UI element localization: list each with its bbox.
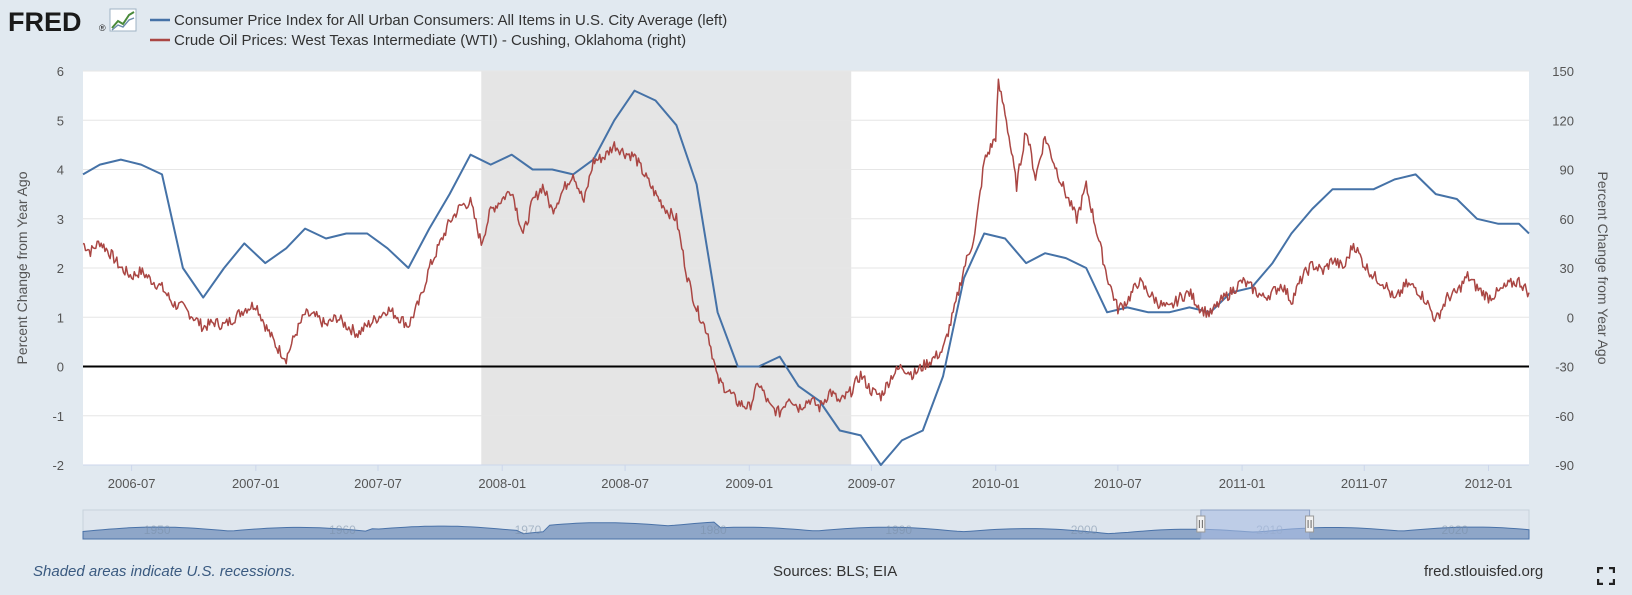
y-axis-right: -90 -60 -30 0 30 60 90 120 150 xyxy=(1552,64,1574,473)
y-left-tick-label: 4 xyxy=(57,163,64,178)
sources-text: Sources: BLS; EIA xyxy=(773,563,898,580)
x-tick-label: 2009-07 xyxy=(848,476,896,491)
recession-note: Shaded areas indicate U.S. recessions. xyxy=(33,563,296,580)
y-left-tick-label: 0 xyxy=(57,360,64,375)
handle-grip xyxy=(1196,515,1206,533)
y-axis-left-title: Percent Change from Year Ago xyxy=(14,171,30,364)
series-lines xyxy=(82,78,1530,466)
x-tick-label: 2008-07 xyxy=(601,476,649,491)
y-right-tick-label: 90 xyxy=(1560,163,1574,178)
legend-item-cpi[interactable]: Consumer Price Index for All Urban Consu… xyxy=(150,12,727,29)
navigator-handle-left[interactable] xyxy=(1196,515,1206,533)
y-left-tick-label: 6 xyxy=(57,64,64,79)
navigator-year-label: 1980 xyxy=(700,523,727,537)
x-tick-label: 2007-01 xyxy=(232,476,280,491)
fred-logo-text: FRED xyxy=(8,7,82,37)
x-tick-label: 2011-07 xyxy=(1341,476,1388,491)
x-tick-label: 2009-01 xyxy=(725,476,773,491)
navigator-year-label: 2020 xyxy=(1441,523,1468,537)
y-left-tick-label: 2 xyxy=(57,261,64,276)
legend: Consumer Price Index for All Urban Consu… xyxy=(150,12,727,49)
y-right-tick-label: 150 xyxy=(1552,64,1574,79)
y-axis-left: -2 -1 0 1 2 3 4 5 6 xyxy=(52,64,64,473)
x-tick-label: 2010-01 xyxy=(972,476,1020,491)
site-link[interactable]: fred.stlouisfed.org xyxy=(1424,563,1544,580)
legend-label-oil: Crude Oil Prices: West Texas Intermediat… xyxy=(174,32,686,49)
navigator-year-label: 2000 xyxy=(1071,523,1098,537)
legend-item-oil[interactable]: Crude Oil Prices: West Texas Intermediat… xyxy=(150,32,686,49)
navigator-year-label: 1990 xyxy=(885,523,912,537)
navigator-handle-right[interactable] xyxy=(1305,515,1315,533)
navigator-selection[interactable] xyxy=(1200,509,1311,540)
y-right-tick-label: -60 xyxy=(1555,409,1574,424)
y-left-tick-label: 3 xyxy=(57,212,64,227)
x-tick-label: 2007-07 xyxy=(354,476,402,491)
x-tick-label: 2006-07 xyxy=(108,476,156,491)
fred-logo[interactable]: FRED ® xyxy=(8,7,137,37)
navigator-year-label: 1970 xyxy=(515,523,542,537)
y-left-tick-label: 5 xyxy=(57,113,64,128)
navigator-year-label: 1960 xyxy=(329,523,356,537)
y-right-tick-label: 60 xyxy=(1560,212,1574,227)
x-tick-label: 2008-01 xyxy=(478,476,526,491)
y-left-tick-label: -2 xyxy=(52,458,64,473)
y-right-tick-label: 30 xyxy=(1560,261,1574,276)
fullscreen-expand-icon[interactable] xyxy=(1597,567,1615,585)
x-tick-label: 2012-01 xyxy=(1465,476,1513,491)
navigator-year-label: 1950 xyxy=(144,523,171,537)
navigator[interactable]: 19501960197019801990200020102020 xyxy=(82,509,1530,540)
x-axis: 2006-07 2007-01 2007-07 2008-01 2008-07 2009-… xyxy=(83,464,1529,491)
legend-label-cpi: Consumer Price Index for All Urban Consu… xyxy=(174,12,727,29)
registered-mark: ® xyxy=(99,23,106,33)
oil-series-line xyxy=(82,78,1530,418)
chart-logo-icon xyxy=(109,8,137,32)
y-right-tick-label: -90 xyxy=(1555,458,1574,473)
y-left-tick-label: 1 xyxy=(57,310,64,325)
x-tick-label: 2011-01 xyxy=(1219,476,1266,491)
y-axis-right-title: Percent Change from Year Ago xyxy=(1595,171,1611,364)
y-right-tick-label: -30 xyxy=(1555,360,1574,375)
x-tick-label: 2010-07 xyxy=(1094,476,1142,491)
handle-grip xyxy=(1305,515,1315,533)
cpi-series-line xyxy=(82,89,1530,466)
y-right-tick-label: 120 xyxy=(1552,113,1574,128)
y-left-tick-label: -1 xyxy=(52,409,64,424)
y-right-tick-label: 0 xyxy=(1567,310,1574,325)
